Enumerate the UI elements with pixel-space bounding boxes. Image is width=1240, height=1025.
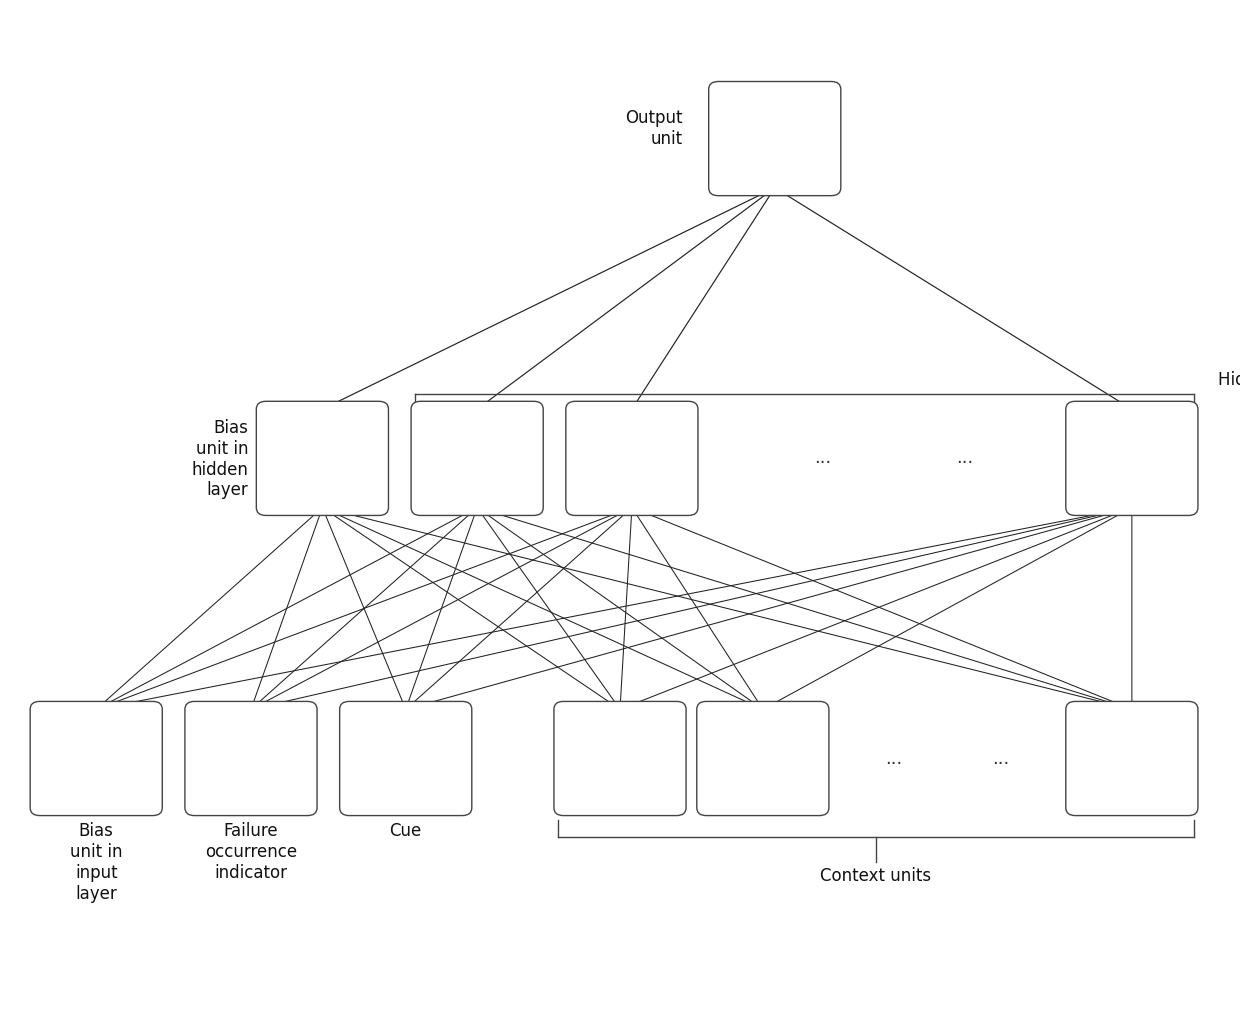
Text: ...: ...	[956, 449, 973, 467]
Text: Output
unit: Output unit	[625, 110, 682, 149]
Text: Bias
unit in
input
layer: Bias unit in input layer	[69, 822, 123, 903]
FancyBboxPatch shape	[185, 701, 317, 816]
Text: Bias
unit in
hidden
layer: Bias unit in hidden layer	[191, 419, 248, 499]
FancyBboxPatch shape	[412, 402, 543, 516]
FancyBboxPatch shape	[554, 701, 686, 816]
Text: ...: ...	[885, 749, 903, 768]
FancyBboxPatch shape	[340, 701, 471, 816]
Text: ...: ...	[813, 449, 831, 467]
Text: Hidden units: Hidden units	[1218, 371, 1240, 390]
FancyBboxPatch shape	[1066, 701, 1198, 816]
Text: Failure
occurrence
indicator: Failure occurrence indicator	[205, 822, 298, 883]
FancyBboxPatch shape	[1066, 402, 1198, 516]
Text: Context units: Context units	[821, 867, 931, 885]
Text: ...: ...	[992, 749, 1009, 768]
FancyBboxPatch shape	[565, 402, 698, 516]
FancyBboxPatch shape	[257, 402, 388, 516]
FancyBboxPatch shape	[697, 701, 828, 816]
Text: Cue: Cue	[389, 822, 422, 840]
FancyBboxPatch shape	[30, 701, 162, 816]
FancyBboxPatch shape	[709, 82, 841, 196]
